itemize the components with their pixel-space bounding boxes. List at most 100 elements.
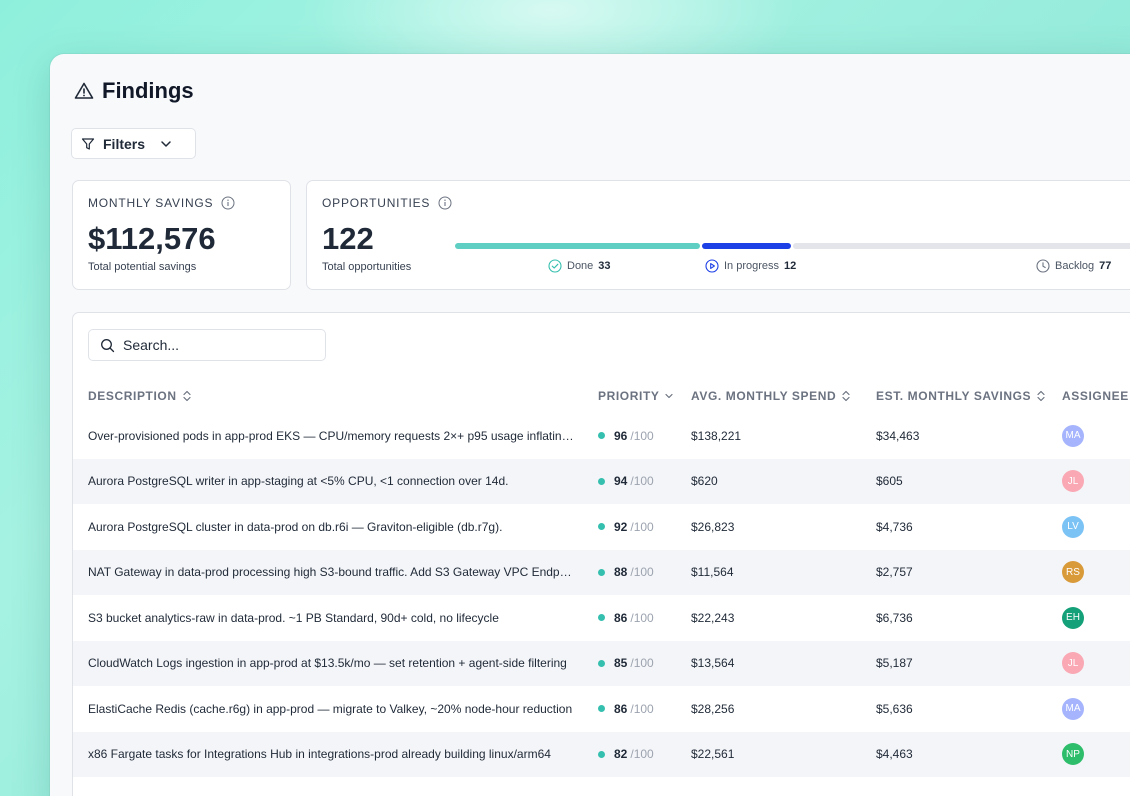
priority-dot [598, 705, 605, 713]
priority-max: /100 [630, 610, 654, 625]
row-savings: $5,187 [876, 656, 913, 671]
table-row[interactable]: S3 bucket analytics-raw in data-prod. ~1… [73, 595, 1130, 641]
page-title: Findings [102, 78, 194, 103]
priority-max: /100 [630, 701, 654, 716]
row-savings: $2,757 [876, 565, 913, 580]
header-assignee-label: ASSIGNEE [1062, 389, 1129, 403]
table-row[interactable]: ElastiCache Redis (cache.r6g) in app-pro… [73, 686, 1130, 732]
row-savings: $4,463 [876, 747, 913, 762]
progress-segment-done [455, 243, 700, 249]
row-description: Aurora PostgreSQL writer in app-staging … [88, 474, 509, 489]
progress-segment-backlog [793, 243, 1130, 249]
row-spend: $620 [691, 474, 718, 489]
header-spend-label: AVG. MONTHLY SPEND [691, 389, 837, 403]
priority-value: 86 [614, 701, 628, 716]
table-row[interactable]: Over-provisioned pods in app-prod EKS — … [73, 413, 1130, 459]
opportunities-label-text: OPPORTUNITIES [322, 196, 431, 210]
opportunities-card: OPPORTUNITIES 122 Total opportunities Do… [306, 180, 1130, 290]
monthly-savings-value: $112,576 [88, 221, 216, 256]
row-priority: 86/100 [598, 702, 654, 716]
table-row[interactable]: Aurora PostgreSQL writer in app-staging … [73, 458, 1130, 504]
table-row[interactable]: x86 Fargate tasks for Integrations Hub i… [73, 731, 1130, 777]
row-spend: $22,243 [691, 610, 735, 625]
avatar[interactable]: NP [1062, 743, 1084, 766]
in-progress-count: 12 [784, 260, 797, 272]
row-description: x86 Fargate tasks for Integrations Hub i… [88, 747, 551, 762]
monthly-savings-label: MONTHLY SAVINGS [88, 196, 235, 210]
priority-value: 96 [614, 428, 628, 443]
sort-icon [183, 390, 191, 402]
header-priority-label: PRIORITY [598, 389, 660, 403]
avatar[interactable]: RS [1062, 561, 1084, 584]
row-spend: $13,564 [691, 656, 735, 671]
warning-icon [74, 82, 94, 99]
header-savings-label: EST. MONTHLY SAVINGS [876, 389, 1032, 403]
priority-dot [598, 614, 605, 622]
row-savings: $6,736 [876, 610, 913, 625]
row-savings: $605 [876, 474, 903, 489]
priority-dot [598, 750, 605, 758]
play-circle-icon [705, 259, 719, 273]
done-label: Done [567, 260, 594, 272]
info-icon[interactable] [221, 196, 235, 210]
row-description: S3 bucket analytics-raw in data-prod. ~1… [88, 610, 499, 625]
priority-dot [598, 477, 605, 485]
priority-value: 85 [614, 656, 628, 671]
opportunities-label: OPPORTUNITIES [322, 196, 452, 210]
avatar[interactable]: JL [1062, 652, 1084, 675]
avatar[interactable]: EH [1062, 606, 1084, 629]
row-description: CloudWatch Logs ingestion in app-prod at… [88, 656, 567, 671]
monthly-savings-label-text: MONTHLY SAVINGS [88, 196, 214, 210]
column-header-description[interactable]: DESCRIPTION [88, 389, 192, 403]
column-header-spend[interactable]: AVG. MONTHLY SPEND [691, 389, 851, 403]
column-header-savings[interactable]: EST. MONTHLY SAVINGS [876, 389, 1046, 403]
table-row[interactable]: NAT Gateway in data-prod processing high… [73, 549, 1130, 595]
filters-label: Filters [103, 135, 146, 152]
row-priority: 94/100 [598, 474, 654, 488]
monthly-savings-card: MONTHLY SAVINGS $112,576 Total potential… [72, 180, 291, 290]
row-priority: 92/100 [598, 520, 654, 534]
row-spend: $28,256 [691, 701, 735, 716]
row-priority: 85/100 [598, 656, 654, 670]
chevron-down-icon [161, 140, 171, 147]
priority-max: /100 [630, 519, 654, 534]
priority-dot [598, 523, 605, 531]
search-input[interactable] [123, 337, 313, 353]
priority-dot [598, 659, 605, 667]
row-description: ElastiCache Redis (cache.r6g) in app-pro… [88, 701, 573, 716]
filter-icon [81, 137, 95, 150]
search-icon [101, 338, 115, 352]
title-row: Findings [74, 78, 194, 104]
priority-max: /100 [630, 474, 654, 489]
sort-icon [1037, 390, 1045, 402]
column-header-priority[interactable]: PRIORITY [598, 389, 674, 403]
backlog-legend: Backlog 77 [1036, 259, 1111, 273]
backlog-count: 77 [1099, 260, 1112, 272]
search-box[interactable] [88, 329, 326, 361]
priority-max: /100 [630, 565, 654, 580]
table-row[interactable]: Aurora PostgreSQL cluster in data-prod o… [73, 504, 1130, 550]
done-count: 33 [598, 260, 611, 272]
column-header-assignee[interactable]: ASSIGNEE [1062, 389, 1130, 403]
row-savings: $4,736 [876, 519, 913, 534]
row-savings: $5,636 [876, 701, 913, 716]
priority-value: 82 [614, 747, 628, 762]
avatar[interactable]: MA [1062, 697, 1084, 720]
filters-button[interactable]: Filters [71, 128, 196, 159]
row-priority: 86/100 [598, 611, 654, 625]
row-priority: 82/100 [598, 747, 654, 761]
row-spend: $11,564 [691, 565, 734, 580]
table-row[interactable]: CloudWatch Logs ingestion in app-prod at… [73, 640, 1130, 686]
avatar[interactable]: MA [1062, 424, 1084, 447]
chevron-down-icon [665, 393, 674, 399]
in-progress-legend: In progress 12 [705, 259, 796, 273]
row-spend: $22,561 [691, 747, 735, 762]
row-spend: $26,823 [691, 519, 735, 534]
priority-value: 88 [614, 565, 628, 580]
opportunities-value: 122 [322, 221, 374, 256]
row-priority: 96/100 [598, 429, 654, 443]
avatar[interactable]: LV [1062, 515, 1084, 538]
row-description: NAT Gateway in data-prod processing high… [88, 565, 578, 580]
info-icon[interactable] [438, 196, 452, 210]
avatar[interactable]: JL [1062, 470, 1084, 493]
